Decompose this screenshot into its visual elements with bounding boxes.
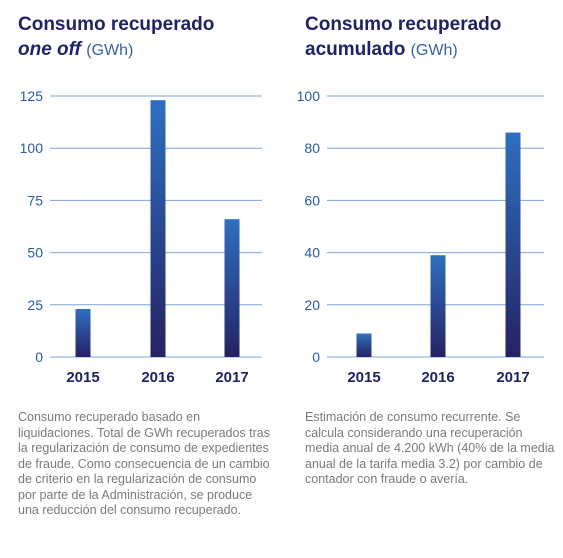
chart-title-unit: (GWh) <box>410 42 458 59</box>
bar-2015 <box>356 333 372 357</box>
chart-panel-acumulado: Consumo recuperado acumulado (GWh) 0 20 40… <box>287 0 557 558</box>
bar-chart-acumulado: 0 20 40 60 80 100 2015 2016 2017 <box>297 88 544 386</box>
y-tick-label: 100 <box>20 140 44 156</box>
y-tick-label: 100 <box>297 88 321 104</box>
chart-footnote: Estimación de consumo recurrente. Se cal… <box>305 410 555 486</box>
chart-title: Consumo recuperado one off (GWh) <box>18 12 278 63</box>
y-tick-label: 0 <box>312 349 320 365</box>
chart-panel-one-off: Consumo recuperado one off (GWh) 0 25 50 75… <box>0 0 270 558</box>
y-tick-label: 40 <box>304 245 320 261</box>
chart-title-line1: Consumo recuperado <box>305 14 502 35</box>
y-tick-label: 75 <box>27 192 43 208</box>
bar-chart-one-off: 0 25 50 75 100 125 2015 2016 2017 <box>20 88 262 386</box>
bar-2016 <box>430 255 446 357</box>
bar-2016 <box>150 100 166 358</box>
x-tick-label: 2016 <box>141 369 174 386</box>
x-tick-label: 2015 <box>347 369 380 386</box>
chart-title-unit: (GWh) <box>86 42 134 59</box>
bar-2015 <box>75 308 91 357</box>
y-tick-label: 80 <box>304 140 320 156</box>
y-tick-label: 50 <box>27 245 43 261</box>
y-tick-label: 0 <box>35 349 43 365</box>
x-tick-label: 2015 <box>66 369 99 386</box>
chart-title: Consumo recuperado acumulado (GWh) <box>305 12 563 63</box>
chart-title-line1: Consumo recuperado <box>18 14 215 35</box>
x-tick-label: 2016 <box>421 369 454 386</box>
y-tick-label: 60 <box>304 192 320 208</box>
bar-2017 <box>224 219 240 357</box>
y-tick-label: 20 <box>304 297 320 313</box>
y-tick-label: 25 <box>27 297 43 313</box>
chart-footnote: Consumo recuperado basado en liquidacion… <box>18 410 270 517</box>
chart-title-emphasis: one off <box>18 39 81 60</box>
chart-title-line2: acumulado <box>305 39 406 60</box>
x-tick-label: 2017 <box>496 369 529 386</box>
y-tick-label: 125 <box>20 88 44 104</box>
bar-2017 <box>505 132 521 357</box>
x-tick-label: 2017 <box>215 369 248 386</box>
